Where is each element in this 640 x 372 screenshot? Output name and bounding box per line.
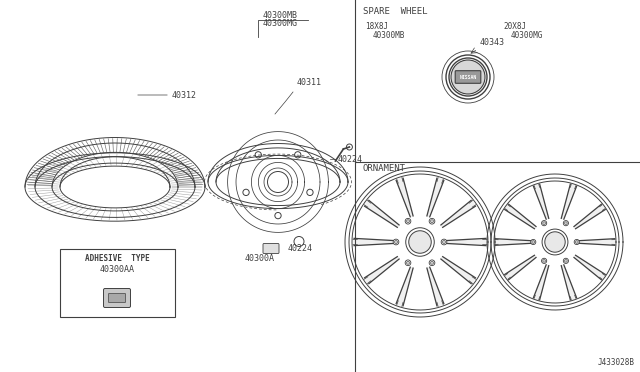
Circle shape <box>429 260 435 266</box>
Polygon shape <box>396 267 413 306</box>
Polygon shape <box>441 257 476 284</box>
Text: 40300MG: 40300MG <box>263 19 298 28</box>
Polygon shape <box>505 204 536 229</box>
Circle shape <box>441 239 447 245</box>
Circle shape <box>294 237 304 247</box>
Text: 18X8J: 18X8J <box>365 22 388 31</box>
Bar <box>60 249 175 317</box>
Circle shape <box>393 239 399 245</box>
Text: 40312: 40312 <box>172 90 197 99</box>
Circle shape <box>307 189 313 196</box>
Circle shape <box>294 152 301 158</box>
Circle shape <box>346 144 353 150</box>
Polygon shape <box>427 178 444 217</box>
Text: 40224: 40224 <box>338 154 363 164</box>
Text: 40224: 40224 <box>287 244 312 253</box>
Text: 40300MG: 40300MG <box>511 31 543 40</box>
Circle shape <box>275 212 281 219</box>
Polygon shape <box>574 204 605 229</box>
Text: 40300A: 40300A <box>245 254 275 263</box>
Polygon shape <box>447 238 486 246</box>
Circle shape <box>243 189 249 196</box>
Circle shape <box>429 218 435 224</box>
Text: 40300MB: 40300MB <box>373 31 405 40</box>
Circle shape <box>543 222 545 225</box>
Circle shape <box>405 260 411 266</box>
Polygon shape <box>365 201 399 227</box>
Text: 40311: 40311 <box>297 78 322 87</box>
Text: SPARE  WHEEL: SPARE WHEEL <box>363 7 428 16</box>
Text: NISSAN: NISSAN <box>460 74 477 80</box>
Text: 40300AA: 40300AA <box>99 265 134 274</box>
Circle shape <box>564 260 567 262</box>
Polygon shape <box>427 267 444 306</box>
Polygon shape <box>396 178 413 217</box>
Text: 40300MB: 40300MB <box>263 11 298 20</box>
Text: J433028B: J433028B <box>598 358 635 367</box>
Circle shape <box>531 240 536 244</box>
Circle shape <box>409 231 431 253</box>
Circle shape <box>255 152 261 158</box>
Circle shape <box>532 241 534 243</box>
Polygon shape <box>533 265 548 300</box>
Circle shape <box>431 261 433 264</box>
Polygon shape <box>495 239 531 245</box>
Circle shape <box>406 220 410 223</box>
Circle shape <box>405 218 411 224</box>
Polygon shape <box>533 184 548 219</box>
Polygon shape <box>365 257 399 284</box>
Text: ADHESIVE  TYPE: ADHESIVE TYPE <box>84 254 149 263</box>
Circle shape <box>431 220 433 223</box>
Circle shape <box>543 260 545 262</box>
Circle shape <box>268 171 289 192</box>
Circle shape <box>451 60 485 94</box>
FancyBboxPatch shape <box>455 71 481 83</box>
Circle shape <box>394 241 397 244</box>
Polygon shape <box>561 265 577 300</box>
Text: 40343: 40343 <box>480 38 505 47</box>
Polygon shape <box>505 255 536 280</box>
FancyBboxPatch shape <box>109 294 125 302</box>
Circle shape <box>575 241 578 243</box>
Circle shape <box>545 232 565 252</box>
Circle shape <box>406 261 410 264</box>
FancyBboxPatch shape <box>104 289 131 308</box>
Circle shape <box>574 240 579 244</box>
Circle shape <box>442 241 445 244</box>
Polygon shape <box>354 238 393 246</box>
Circle shape <box>541 258 547 263</box>
FancyBboxPatch shape <box>263 244 279 253</box>
Polygon shape <box>574 255 605 280</box>
Polygon shape <box>579 239 615 245</box>
Polygon shape <box>441 201 476 227</box>
Circle shape <box>541 221 547 226</box>
Circle shape <box>563 258 568 263</box>
Polygon shape <box>561 184 577 219</box>
Circle shape <box>563 221 568 226</box>
Text: ORNAMENT: ORNAMENT <box>363 164 406 173</box>
Circle shape <box>564 222 567 225</box>
Text: 20X8J: 20X8J <box>503 22 526 31</box>
